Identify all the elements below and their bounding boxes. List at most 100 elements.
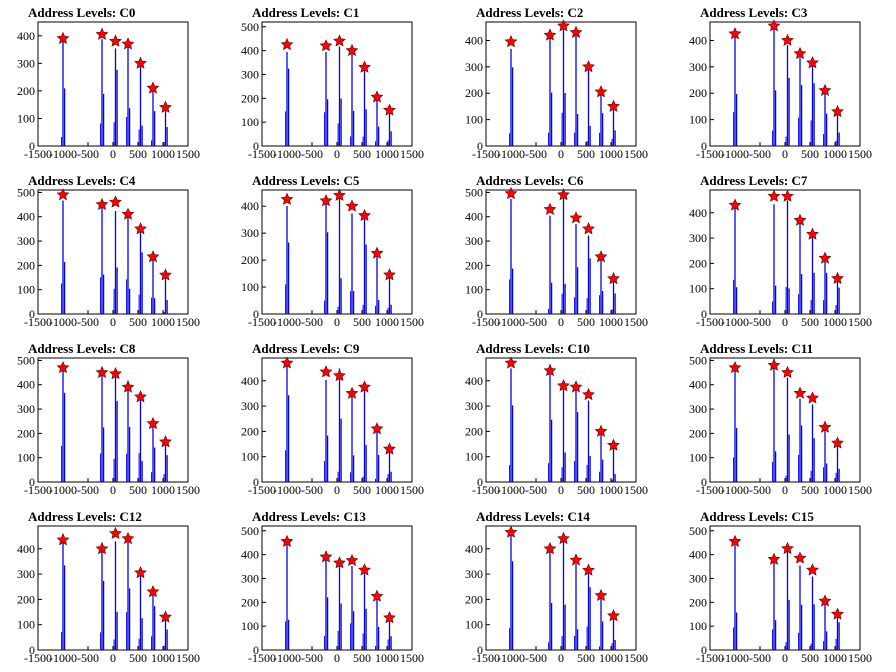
peak-marker (383, 442, 396, 455)
y-tick-label: 200 (241, 595, 259, 609)
y-tick-label: 300 (241, 67, 259, 81)
y-tick-label: 500 (689, 353, 707, 367)
x-tick-label: -1000 (49, 483, 77, 497)
x-tick-label: 1500 (400, 147, 424, 161)
subplot-8: Address Levels: C80100200300400500-1500-… (17, 341, 200, 497)
subplot-14: Address Levels: C14 0 100 200 300 400 -1500-10… (465, 509, 648, 665)
peak-marker (56, 533, 70, 546)
peak-marker (146, 585, 160, 598)
peak-marker (280, 192, 294, 205)
peak-marker (793, 46, 807, 60)
peak-marker (557, 19, 570, 32)
y-tick-label: 200 (17, 426, 35, 440)
x-tick-label: -1500 (24, 315, 52, 329)
x-tick-label: -1000 (49, 651, 77, 665)
x-tick-label: 1500 (176, 483, 200, 497)
x-tick-label: 1500 (848, 651, 872, 665)
peak-marker (159, 100, 172, 113)
peak-marker (557, 379, 570, 392)
y-tick-label: 400 (241, 548, 259, 562)
subplot-9: Address Levels: C9 0 100 200 300 400 -1500-100… (241, 341, 424, 497)
x-tick-label: 500 (577, 483, 595, 497)
subplot-title: Address Levels: C5 (252, 173, 360, 188)
x-tick-label: -1500 (248, 483, 276, 497)
peak-marker (607, 99, 620, 112)
x-tick-label: 500 (129, 483, 147, 497)
x-tick-label: -1500 (24, 483, 52, 497)
y-tick-label: 0 (701, 139, 707, 153)
subplot-7: Address Levels: C7 0 100 200 300 400 -1500-100… (689, 173, 872, 329)
x-tick-label: 0 (782, 483, 788, 497)
y-tick-label: 0 (29, 307, 35, 321)
x-tick-label: 1500 (624, 651, 648, 665)
y-tick-label: 200 (17, 258, 35, 272)
x-tick-label: 0 (334, 147, 340, 161)
y-tick-label: 500 (465, 185, 483, 199)
y-tick-label: 400 (17, 210, 35, 224)
y-tick-label: 300 (241, 399, 259, 413)
subplot-15: Address Levels: C15 0 100 200 300 400 500 -1500… (689, 509, 872, 665)
x-tick-label: 1000 (151, 147, 175, 161)
peak-marker (109, 34, 122, 47)
peak-marker (569, 25, 583, 39)
peak-marker (319, 39, 333, 52)
peak-marker (728, 27, 742, 40)
x-tick-label: 500 (577, 315, 595, 329)
x-tick-label: 1000 (375, 315, 399, 329)
subplot-title: Address Levels: C12 (28, 509, 142, 524)
x-tick-label: 1500 (624, 315, 648, 329)
subplot-4: Address Levels: C40100200300400500-1500-… (17, 173, 200, 329)
peak-marker (134, 566, 147, 579)
y-tick-label: 400 (689, 548, 707, 562)
x-tick-label: -1000 (49, 315, 77, 329)
x-tick-label: 0 (782, 651, 788, 665)
peak-marker (793, 386, 807, 399)
peak-marker (767, 552, 781, 565)
x-tick-label: 1500 (400, 315, 424, 329)
x-tick-label: -1000 (721, 315, 749, 329)
y-tick-label: 200 (689, 256, 707, 270)
subplot-title: Address Levels: C14 (476, 509, 590, 524)
peak-marker (504, 525, 518, 538)
peak-marker (333, 34, 346, 47)
peak-marker (806, 56, 819, 69)
peak-marker (280, 37, 294, 51)
x-tick-label: -1000 (273, 483, 301, 497)
peak-marker (582, 60, 595, 73)
y-tick-label: 100 (689, 113, 707, 127)
x-tick-label: 0 (334, 315, 340, 329)
x-tick-label: -1500 (248, 147, 276, 161)
peak-marker (345, 386, 359, 399)
peak-marker (95, 27, 109, 40)
subplot-12: Address Levels: C12 0 100 200 300 400 -1500-10… (17, 509, 200, 665)
peak-marker (557, 188, 570, 201)
x-tick-label: -500 (301, 315, 323, 329)
x-tick-label: 0 (558, 147, 564, 161)
peak-marker (504, 356, 518, 369)
x-tick-label: 1500 (848, 315, 872, 329)
x-tick-label: -1000 (273, 315, 301, 329)
peak-marker (383, 268, 396, 281)
x-tick-label: 1500 (176, 651, 200, 665)
subplot-5: Address Levels: C5 0 100 200 300 400 -1500-100… (241, 173, 424, 329)
peak-marker (767, 189, 781, 202)
peak-marker (121, 531, 135, 545)
x-tick-label: 1000 (151, 483, 175, 497)
y-tick-label: 100 (17, 111, 35, 125)
peak-marker (594, 85, 608, 98)
peak-marker (728, 534, 742, 547)
x-tick-label: 0 (782, 147, 788, 161)
x-tick-label: 1500 (848, 147, 872, 161)
peak-marker (358, 60, 371, 73)
y-tick-label: 0 (29, 139, 35, 153)
x-tick-label: 0 (110, 483, 116, 497)
y-tick-label: 400 (241, 199, 259, 213)
y-tick-label: 300 (241, 571, 259, 585)
peak-marker (818, 251, 832, 264)
y-tick-label: 0 (29, 475, 35, 489)
peak-marker (319, 365, 333, 378)
x-tick-label: -1000 (497, 147, 525, 161)
x-tick-label: -1500 (248, 651, 276, 665)
y-tick-label: 100 (465, 283, 483, 297)
